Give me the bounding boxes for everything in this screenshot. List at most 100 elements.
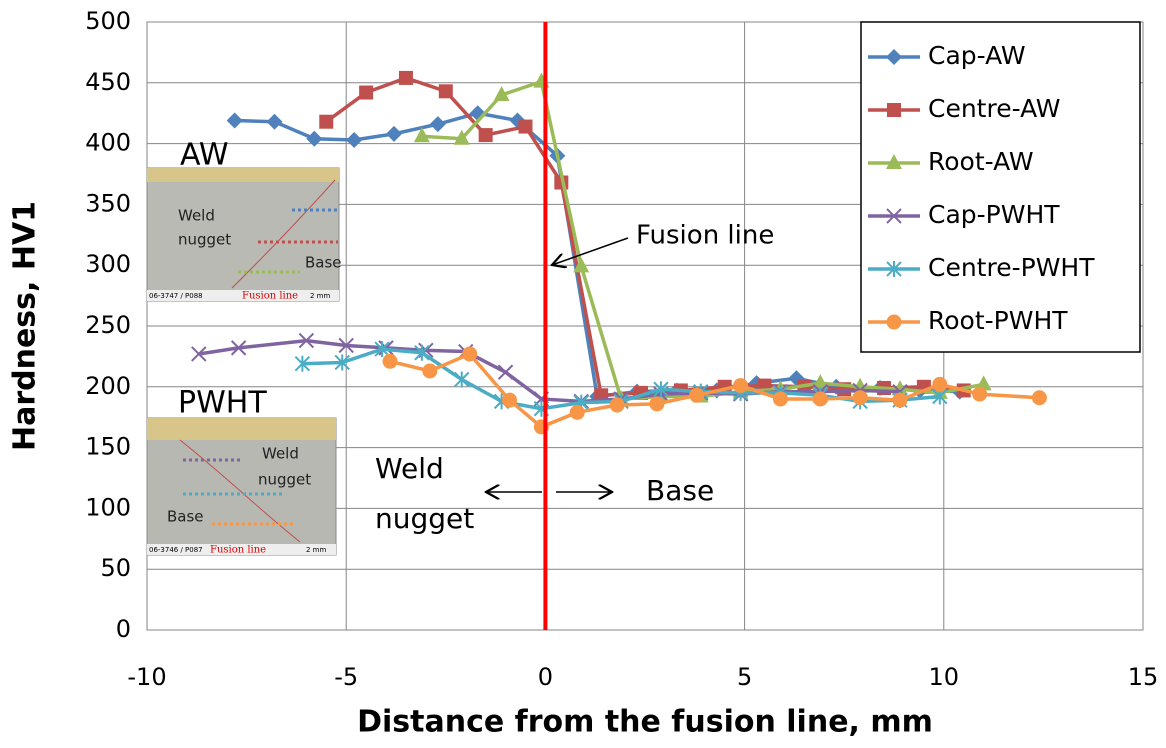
x-tick-label: 10 [929, 663, 960, 691]
inset-footer [147, 290, 339, 301]
marker [319, 114, 334, 129]
legend-marker [886, 208, 902, 224]
inset-label: nugget [178, 231, 231, 249]
marker [812, 391, 828, 407]
inset-scale: 2 mm [310, 292, 330, 300]
y-tick-label: 0 [116, 615, 131, 643]
legend-label: Cap-PWHT [928, 200, 1060, 229]
x-tick-label: 0 [538, 663, 553, 691]
inset-label: Fusion line [242, 291, 298, 302]
marker [230, 340, 247, 356]
marker [852, 390, 868, 406]
marker [812, 374, 829, 390]
inset-code: 06-3746 / P087 [149, 546, 203, 554]
y-tick-label: 300 [85, 250, 131, 278]
marker [191, 346, 207, 362]
y-tick-label: 400 [85, 129, 131, 157]
legend-marker [886, 314, 902, 330]
series [191, 332, 908, 410]
y-tick-label: 500 [85, 7, 131, 35]
y-tick-label: 50 [100, 554, 131, 582]
inset-top [147, 418, 336, 440]
plot [191, 22, 1047, 630]
y-tick-label: 100 [85, 493, 131, 521]
x-tick-label: -5 [334, 663, 358, 691]
inset-code: 06-3747 / P088 [149, 292, 203, 300]
y-tick-label: 450 [85, 68, 131, 96]
marker [493, 85, 510, 101]
marker [689, 387, 705, 403]
annotation: AW [180, 138, 229, 173]
marker [413, 127, 430, 143]
marker [382, 353, 398, 369]
marker [374, 341, 390, 358]
series [382, 346, 1047, 435]
marker [462, 346, 478, 362]
marker [306, 130, 323, 147]
marker [429, 116, 446, 133]
marker [609, 397, 625, 413]
inset-aw: Weld nugget Base 06-3747 / P088 Fusion l… [146, 167, 342, 302]
marker [892, 392, 908, 408]
marker [573, 257, 590, 273]
legend-box [860, 21, 1141, 353]
legend-marker [886, 49, 902, 65]
marker [518, 119, 533, 134]
legend-marker [886, 261, 902, 277]
y-axis-title: Hardness, HV1 [8, 201, 43, 451]
marker [294, 355, 311, 372]
marker [478, 128, 493, 143]
marker [772, 391, 788, 407]
x-axis-title: Distance from the fusion line, mm [357, 705, 933, 740]
inset-label: Base [305, 254, 342, 272]
series-line [234, 111, 960, 399]
marker [653, 381, 669, 398]
marker [359, 85, 374, 100]
legend-label: Cap-AW [928, 41, 1026, 70]
inset-label: Base [167, 508, 204, 526]
marker [649, 396, 665, 412]
legend-marker [886, 154, 902, 169]
marker [346, 131, 363, 148]
plot-frame [146, 21, 1144, 631]
inset-image [146, 417, 337, 556]
marker [338, 337, 354, 354]
inset-label: Weld [262, 445, 299, 463]
marker [298, 332, 315, 349]
marker [502, 392, 518, 408]
marker [497, 364, 514, 380]
inset-pwht: Weld nugget Base 06-3746 / P087 Fusion l… [146, 417, 337, 556]
inset-image [146, 167, 340, 302]
marker [422, 363, 438, 379]
inset-footer [147, 544, 336, 555]
inset-label: Fusion line [210, 545, 266, 556]
y-tick-label: 200 [85, 372, 131, 400]
legend-marker [887, 103, 901, 117]
marker [438, 84, 453, 99]
annotation: Fusion line [636, 221, 774, 251]
x-tick-label: -10 [127, 663, 166, 691]
marker [386, 125, 403, 142]
legend: Cap-AW Centre-AW Root-AW Cap-PWHT Centre-PWH… [860, 21, 1141, 353]
y-tick-label: 150 [85, 433, 131, 461]
marker [266, 113, 283, 130]
legend-label: Centre-PWHT [928, 253, 1095, 282]
marker [932, 376, 948, 392]
legend-label: Centre-AW [928, 94, 1061, 123]
inset-label: nugget [258, 471, 311, 489]
annotation: Weld [375, 452, 444, 485]
inset-top [147, 168, 339, 182]
marker [453, 129, 470, 145]
annotation: Base [646, 474, 714, 507]
inset-scale: 2 mm [306, 546, 326, 554]
legend-label: Root-AW [928, 147, 1034, 176]
x-tick-label: 5 [737, 663, 752, 691]
marker [398, 70, 413, 85]
marker [569, 404, 585, 420]
x-tick-label: 15 [1128, 663, 1159, 691]
annotation: nugget [375, 502, 474, 535]
y-tick-label: 350 [85, 189, 131, 217]
marker [226, 112, 243, 129]
arrow [552, 237, 629, 265]
